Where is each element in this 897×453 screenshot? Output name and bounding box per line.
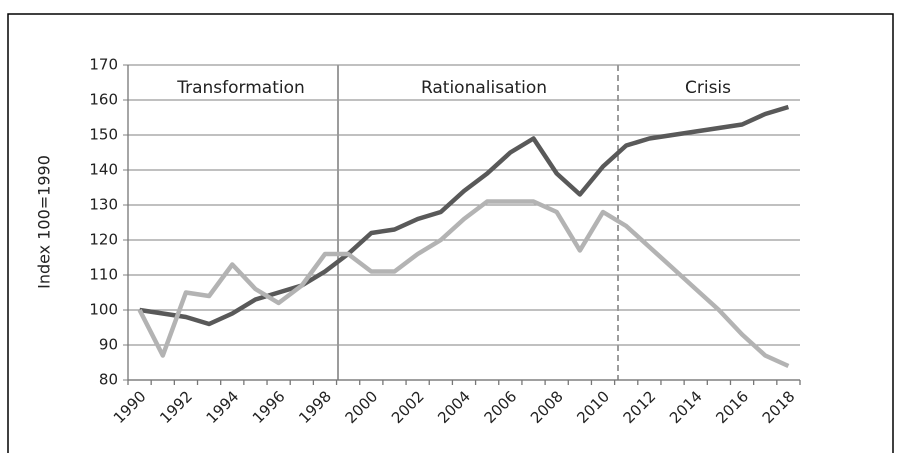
series-line [139, 104, 790, 327]
y-tick-label: 110 [89, 266, 118, 284]
y-tick-label: 130 [89, 196, 118, 214]
y-tick-label: 140 [89, 161, 118, 179]
y-tick-label: 80 [99, 371, 118, 389]
y-tick-label: 160 [89, 91, 118, 109]
frame [7, 13, 894, 453]
series-line [137, 199, 790, 369]
y-tick-label: 100 [89, 301, 118, 319]
period-label: Transformation [176, 78, 305, 98]
y-tick-label: 90 [99, 336, 118, 354]
period-label: Crisis [685, 78, 731, 98]
y-tick-label: 120 [89, 231, 118, 249]
y-tick-label: 150 [89, 126, 118, 144]
period-label: Rationalisation [421, 78, 547, 98]
y-axis-title: Index 100=1990 [35, 155, 54, 289]
y-tick-label: 170 [89, 56, 118, 74]
